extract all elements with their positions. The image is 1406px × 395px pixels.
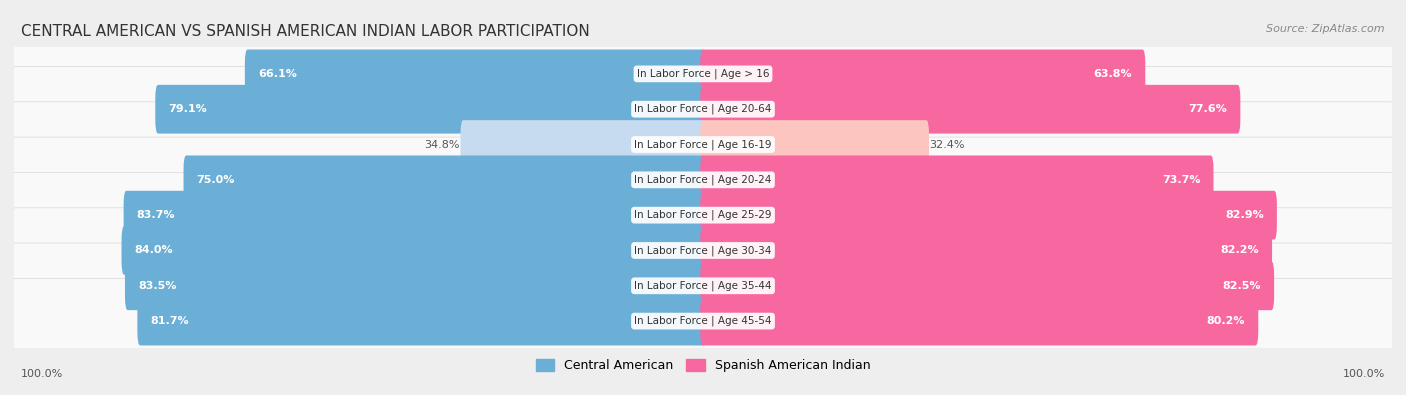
FancyBboxPatch shape	[10, 31, 1396, 117]
Text: 34.8%: 34.8%	[425, 139, 460, 150]
FancyBboxPatch shape	[700, 226, 1272, 275]
Text: 82.2%: 82.2%	[1220, 245, 1258, 256]
FancyBboxPatch shape	[700, 191, 1277, 239]
Text: 63.8%: 63.8%	[1094, 69, 1132, 79]
FancyBboxPatch shape	[121, 226, 706, 275]
FancyBboxPatch shape	[10, 66, 1396, 152]
FancyBboxPatch shape	[700, 85, 1240, 134]
Text: 73.7%: 73.7%	[1161, 175, 1201, 185]
Text: 81.7%: 81.7%	[150, 316, 188, 326]
FancyBboxPatch shape	[124, 191, 706, 239]
FancyBboxPatch shape	[155, 85, 706, 134]
FancyBboxPatch shape	[10, 208, 1396, 293]
Text: 82.9%: 82.9%	[1225, 210, 1264, 220]
Text: 100.0%: 100.0%	[1343, 369, 1385, 379]
Text: In Labor Force | Age 20-24: In Labor Force | Age 20-24	[634, 175, 772, 185]
Text: 66.1%: 66.1%	[257, 69, 297, 79]
FancyBboxPatch shape	[10, 102, 1396, 187]
FancyBboxPatch shape	[700, 120, 929, 169]
Text: In Labor Force | Age 35-44: In Labor Force | Age 35-44	[634, 280, 772, 291]
FancyBboxPatch shape	[10, 137, 1396, 222]
Text: 82.5%: 82.5%	[1223, 281, 1261, 291]
Text: 32.4%: 32.4%	[929, 139, 965, 150]
Text: In Labor Force | Age 16-19: In Labor Force | Age 16-19	[634, 139, 772, 150]
Text: 83.7%: 83.7%	[136, 210, 176, 220]
FancyBboxPatch shape	[10, 173, 1396, 258]
Text: 100.0%: 100.0%	[21, 369, 63, 379]
Text: CENTRAL AMERICAN VS SPANISH AMERICAN INDIAN LABOR PARTICIPATION: CENTRAL AMERICAN VS SPANISH AMERICAN IND…	[21, 24, 591, 39]
FancyBboxPatch shape	[184, 156, 706, 204]
FancyBboxPatch shape	[10, 278, 1396, 364]
FancyBboxPatch shape	[461, 120, 706, 169]
Text: In Labor Force | Age 30-34: In Labor Force | Age 30-34	[634, 245, 772, 256]
FancyBboxPatch shape	[125, 261, 706, 310]
Text: 84.0%: 84.0%	[135, 245, 173, 256]
FancyBboxPatch shape	[245, 49, 706, 98]
FancyBboxPatch shape	[700, 156, 1213, 204]
Text: 75.0%: 75.0%	[197, 175, 235, 185]
Legend: Central American, Spanish American Indian: Central American, Spanish American India…	[530, 354, 876, 377]
Text: In Labor Force | Age 20-64: In Labor Force | Age 20-64	[634, 104, 772, 115]
Text: 77.6%: 77.6%	[1188, 104, 1227, 114]
FancyBboxPatch shape	[700, 297, 1258, 346]
Text: 80.2%: 80.2%	[1206, 316, 1246, 326]
Text: In Labor Force | Age > 16: In Labor Force | Age > 16	[637, 69, 769, 79]
FancyBboxPatch shape	[10, 243, 1396, 329]
Text: Source: ZipAtlas.com: Source: ZipAtlas.com	[1267, 24, 1385, 34]
Text: 79.1%: 79.1%	[169, 104, 207, 114]
Text: 83.5%: 83.5%	[138, 281, 176, 291]
FancyBboxPatch shape	[700, 49, 1146, 98]
Text: In Labor Force | Age 25-29: In Labor Force | Age 25-29	[634, 210, 772, 220]
Text: In Labor Force | Age 45-54: In Labor Force | Age 45-54	[634, 316, 772, 326]
FancyBboxPatch shape	[138, 297, 706, 346]
FancyBboxPatch shape	[700, 261, 1274, 310]
